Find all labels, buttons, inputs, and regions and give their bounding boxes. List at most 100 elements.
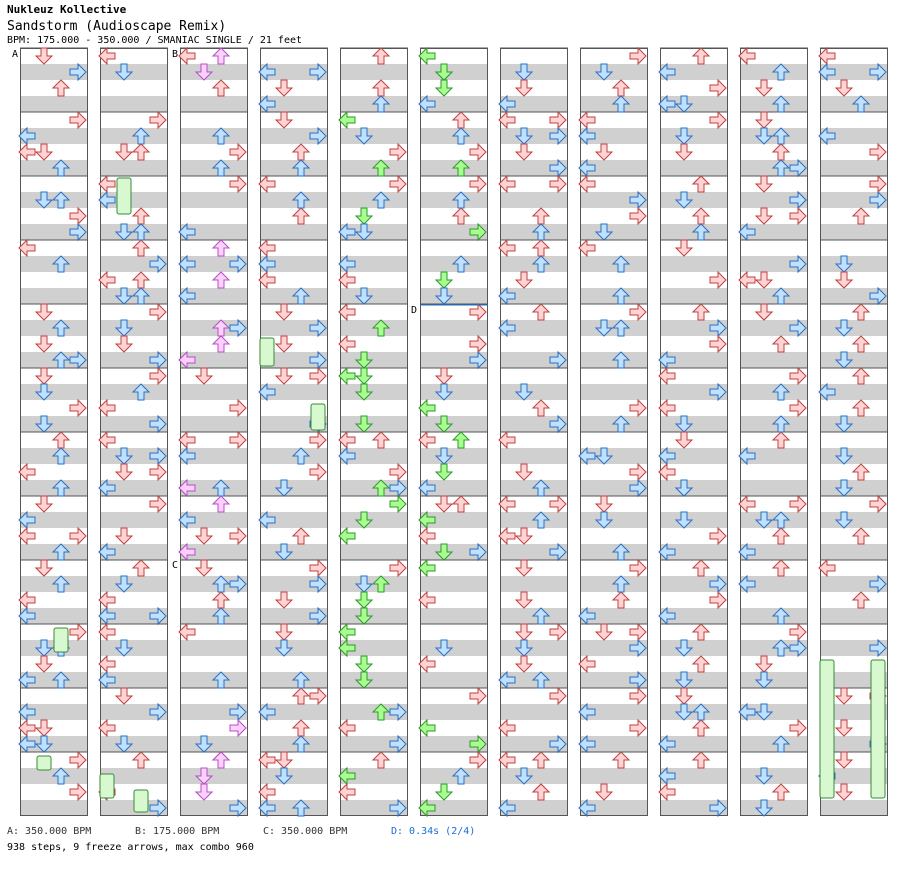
- arrow-up-icon: [371, 751, 391, 769]
- arrow-up-icon: [131, 271, 151, 289]
- beat-stripe: [500, 352, 568, 368]
- beat-stripe: [100, 320, 168, 336]
- arrow-right-icon: [789, 254, 807, 274]
- arrow-left-icon: [258, 94, 276, 114]
- arrow-right-icon: [149, 446, 167, 466]
- arrow-left-icon: [338, 622, 356, 642]
- arrow-down-icon: [114, 735, 134, 753]
- arrow-down-icon: [434, 367, 454, 385]
- arrow-down-icon: [514, 591, 534, 609]
- freeze-arrow: [819, 659, 835, 799]
- arrow-left-icon: [658, 606, 676, 626]
- arrow-right-icon: [469, 174, 487, 194]
- arrow-up-icon: [611, 287, 631, 305]
- beat-stripe: [660, 288, 728, 304]
- arrow-up-icon: [211, 159, 231, 177]
- beat-stripe: [340, 416, 408, 432]
- beat-stripe: [180, 96, 248, 112]
- beat-stripe: [420, 448, 488, 464]
- arrow-up-icon: [291, 735, 311, 753]
- arrow-left-icon: [418, 590, 436, 610]
- arrow-right-icon: [149, 302, 167, 322]
- arrow-left-icon: [418, 94, 436, 114]
- arrow-left-icon: [418, 798, 436, 818]
- arrow-left-icon: [258, 270, 276, 290]
- beat-stripe: [260, 384, 328, 400]
- arrow-right-icon: [149, 254, 167, 274]
- beat-stripe: [420, 544, 488, 560]
- beat-stripe: [340, 256, 408, 272]
- bpm-marker: B: [172, 49, 178, 60]
- beat-stripe: [340, 672, 408, 688]
- arrow-down-icon: [594, 143, 614, 161]
- arrow-right-icon: [69, 750, 87, 770]
- arrow-left-icon: [338, 718, 356, 738]
- arrow-left-icon: [98, 270, 116, 290]
- beat-stripe: [500, 576, 568, 592]
- beat-stripe: [20, 128, 88, 144]
- arrow-right-icon: [309, 366, 327, 386]
- beat-stripe: [20, 800, 88, 816]
- arrow-down-icon: [674, 127, 694, 145]
- beat-stripe: [740, 800, 808, 816]
- beat-stripe: [420, 352, 488, 368]
- arrow-left-icon: [98, 46, 116, 66]
- beat-stripe: [260, 128, 328, 144]
- beat-stripe: [100, 512, 168, 528]
- arrow-left-icon: [738, 446, 756, 466]
- beat-stripe: [820, 576, 888, 592]
- arrow-up-icon: [51, 79, 71, 97]
- beat-stripe: [420, 224, 488, 240]
- arrow-down-icon: [354, 591, 374, 609]
- column-frame: [180, 48, 248, 816]
- arrow-up-icon: [531, 479, 551, 497]
- arrow-left-icon: [98, 654, 116, 674]
- arrow-up-icon: [771, 95, 791, 113]
- arrow-up-icon: [131, 287, 151, 305]
- arrow-up-icon: [531, 511, 551, 529]
- arrow-up-icon: [691, 655, 711, 673]
- arrow-down-icon: [514, 463, 534, 481]
- arrow-right-icon: [709, 270, 727, 290]
- arrow-left-icon: [578, 606, 596, 626]
- arrow-right-icon: [229, 318, 247, 338]
- beat-stripe: [580, 384, 648, 400]
- arrow-left-icon: [178, 222, 196, 242]
- arrow-left-icon: [738, 46, 756, 66]
- arrow-left-icon: [18, 670, 36, 690]
- arrow-down-icon: [834, 447, 854, 465]
- arrow-left-icon: [418, 526, 436, 546]
- beat-stripe: [580, 608, 648, 624]
- arrow-left-icon: [178, 446, 196, 466]
- arrow-left-icon: [658, 62, 676, 82]
- beat-stripe: [180, 192, 248, 208]
- beat-stripe: [500, 768, 568, 784]
- arrow-up-icon: [771, 143, 791, 161]
- arrow-left-icon: [658, 734, 676, 754]
- arrow-right-icon: [629, 190, 647, 210]
- arrow-down-icon: [354, 671, 374, 689]
- beat-stripe: [660, 320, 728, 336]
- arrow-down-icon: [274, 479, 294, 497]
- arrow-up-icon: [131, 751, 151, 769]
- arrow-up-icon: [771, 527, 791, 545]
- beat-stripe: [340, 736, 408, 752]
- beat-stripe: [260, 320, 328, 336]
- arrow-left-icon: [578, 238, 596, 258]
- beat-stripe: [100, 256, 168, 272]
- beat-stripe: [340, 224, 408, 240]
- arrow-up-icon: [291, 143, 311, 161]
- arrow-up-icon: [131, 239, 151, 257]
- arrow-down-icon: [194, 767, 214, 785]
- arrow-down-icon: [274, 543, 294, 561]
- arrow-down-icon: [34, 655, 54, 673]
- beat-stripe: [340, 800, 408, 816]
- arrow-down-icon: [34, 191, 54, 209]
- arrow-left-icon: [18, 238, 36, 258]
- arrow-down-icon: [674, 479, 694, 497]
- beat-stripe: [820, 224, 888, 240]
- arrow-down-icon: [434, 383, 454, 401]
- beat-stripe: [660, 768, 728, 784]
- beat-stripe: [580, 736, 648, 752]
- arrow-up-icon: [611, 751, 631, 769]
